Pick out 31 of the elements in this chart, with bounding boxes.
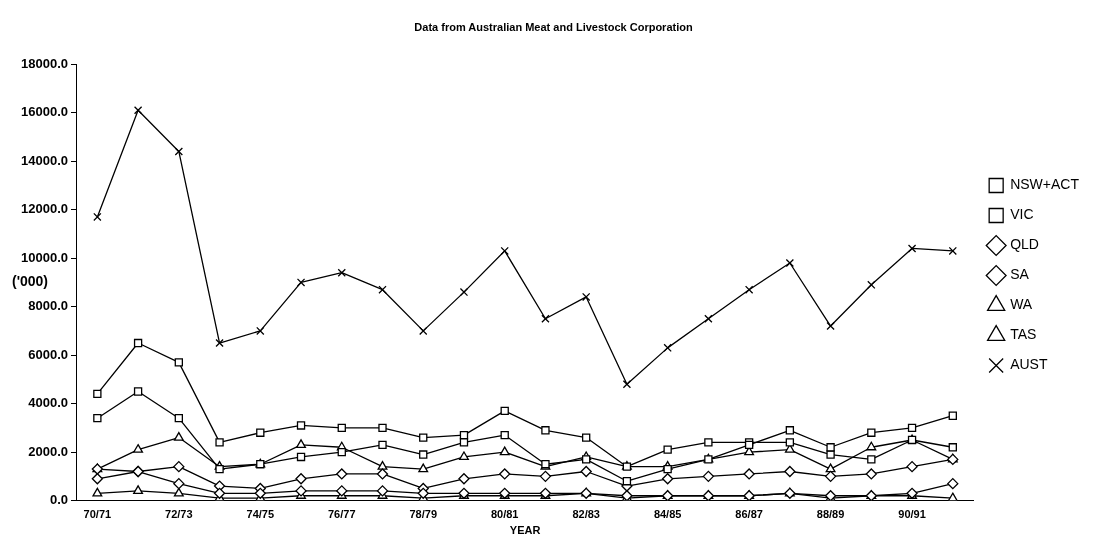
- x-tick-label: 72/73: [165, 508, 193, 521]
- x-axis-title: YEAR: [509, 524, 541, 537]
- legend-label: WA: [1010, 296, 1033, 313]
- x-tick-label: 78/79: [409, 508, 437, 521]
- x-tick-label: 80/81: [490, 508, 519, 521]
- y-tick-label: 8000.0: [28, 298, 68, 314]
- legend-label: AUST: [1010, 356, 1048, 373]
- legend-label: VIC: [1010, 206, 1034, 223]
- legend-label: QLD: [1010, 236, 1039, 253]
- y-tick-label: 14000.0: [20, 152, 68, 168]
- y-tick-label: 4000.0: [28, 395, 68, 411]
- x-tick-label: 70/71: [83, 508, 112, 521]
- x-tick-label: 86/87: [735, 508, 763, 521]
- y-tick-label: 2000.0: [28, 443, 68, 459]
- y-tick-label: 16000.0: [20, 104, 68, 120]
- x-tick-label: 84/85: [653, 508, 682, 521]
- chart-title: Data from Australian Meat and Livestock Corporation: [414, 20, 693, 33]
- legend-label: SA: [1010, 266, 1030, 283]
- legend-label: TAS: [1010, 326, 1037, 343]
- y-tick-label: 18000.0: [20, 55, 68, 71]
- y-tick-label: 12000.0: [20, 201, 68, 217]
- y-tick-label: 10000.0: [20, 249, 68, 265]
- legend-label: NSW+ACT: [1010, 176, 1080, 193]
- x-tick-label: 82/83: [572, 508, 600, 521]
- y-tick-label: 0.0: [49, 492, 68, 508]
- x-tick-label: 88/89: [816, 508, 845, 521]
- y-axis-title: ('000): [12, 273, 49, 290]
- x-tick-label: 74/75: [246, 508, 275, 521]
- x-tick-label: 90/91: [898, 508, 926, 521]
- x-tick-label: 76/77: [328, 508, 356, 521]
- y-tick-label: 6000.0: [28, 346, 68, 362]
